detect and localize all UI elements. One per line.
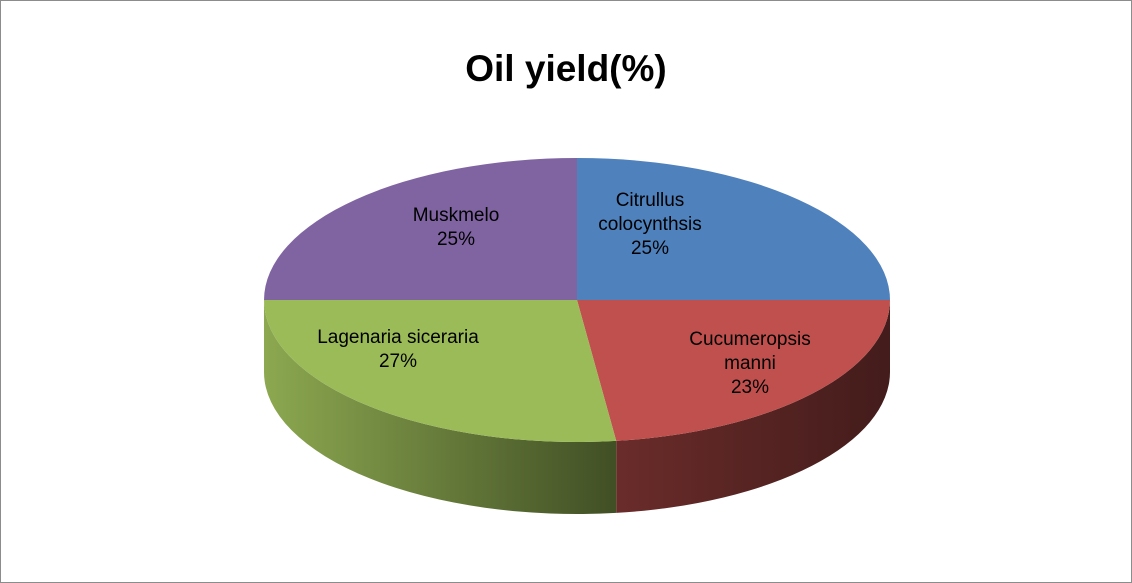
data-label: Lagenaria siceraria 27% (283, 326, 513, 374)
data-label: Cucumeropsis manni 23% (665, 328, 835, 400)
pie-slice (577, 300, 890, 441)
data-label: Citrullus colocynthsis 25% (575, 189, 725, 261)
label-name: Citrullus colocynthsis (598, 190, 702, 235)
pie-side (616, 300, 890, 513)
pie-slice (577, 158, 890, 300)
label-value: 25% (630, 238, 670, 259)
label-value: 23% (730, 377, 770, 398)
data-label: Muskmelo 25% (386, 204, 526, 252)
label-value: 25% (436, 229, 476, 250)
label-name: Muskmelo (412, 205, 500, 226)
pie-slice (264, 158, 577, 300)
pie-slice (263, 300, 617, 442)
label-name: Lagenaria siceraria (317, 327, 479, 348)
label-value: 27% (378, 351, 418, 372)
pie-side (263, 300, 617, 515)
chart-title: Oil yield(%) (465, 48, 667, 89)
label-name: Cucumeropsis manni (689, 329, 811, 374)
